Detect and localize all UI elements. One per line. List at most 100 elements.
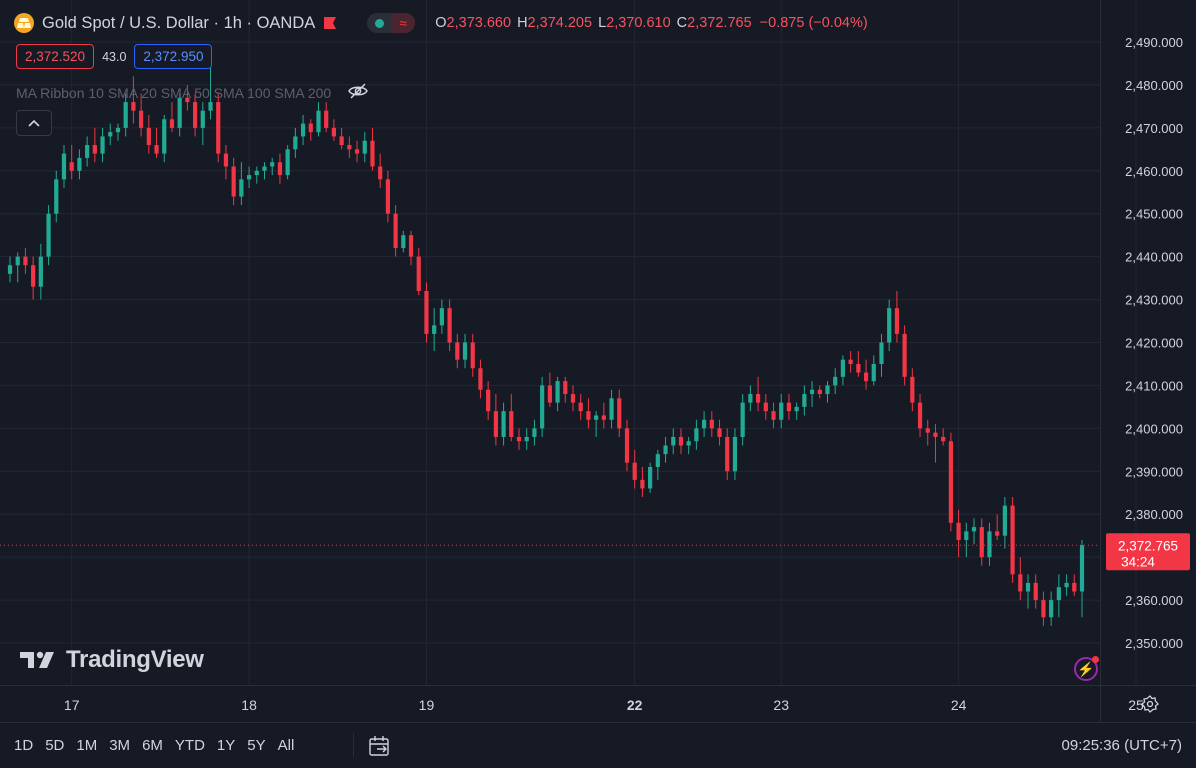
range-1y[interactable]: 1Y — [216, 737, 236, 754]
candle-down — [509, 394, 514, 442]
candle-body — [563, 381, 568, 395]
candle-body — [987, 531, 992, 558]
range-6m[interactable]: 6M — [142, 737, 163, 754]
candle-down — [617, 389, 622, 437]
candle-down — [69, 145, 74, 180]
candle-body — [378, 166, 383, 180]
candle-up — [671, 428, 676, 455]
candle-body — [740, 402, 745, 437]
candle-body — [948, 441, 953, 523]
candle-up — [100, 127, 105, 163]
candle-body — [840, 359, 846, 377]
range-3m[interactable]: 3M — [109, 737, 131, 754]
candle-down — [92, 127, 97, 163]
candle-body — [455, 342, 460, 360]
clock-timezone[interactable]: 09:25:36 (UTC+7) — [1061, 737, 1182, 754]
candle-up — [362, 132, 367, 163]
candle-up — [879, 333, 884, 377]
candle-body — [347, 145, 352, 150]
candle-down — [956, 509, 961, 558]
sell-price-button[interactable]: 2,372.520 — [16, 44, 95, 69]
candle-body — [1079, 545, 1085, 592]
candle-up — [177, 93, 182, 137]
candle-down — [447, 299, 452, 352]
candle-body — [46, 213, 51, 257]
candle-down — [678, 428, 684, 455]
candle-body — [833, 376, 838, 386]
candle-down — [933, 424, 938, 463]
symbol-title[interactable]: Gold Spot / U.S. Dollar · 1h · OANDA — [42, 13, 316, 32]
candle-down — [586, 398, 591, 429]
candle-body — [462, 342, 468, 360]
y-tick-label: 2,380.000 — [1125, 507, 1183, 522]
collapse-legend-button[interactable] — [16, 110, 52, 136]
candle-body — [54, 179, 59, 214]
candle-body — [408, 235, 414, 257]
candle-body — [1049, 600, 1054, 618]
calendar-goto-icon[interactable] — [368, 735, 392, 757]
candle-body — [802, 394, 807, 407]
candle-body — [594, 415, 599, 420]
candle-up — [732, 428, 738, 480]
candlestick-chart[interactable]: 2,350.0002,360.0002,370.0002,380.0002,39… — [0, 0, 1196, 722]
range-5y[interactable]: 5Y — [247, 737, 266, 754]
flag-icon[interactable] — [323, 16, 337, 30]
candle-down — [910, 368, 915, 412]
market-status-toggle[interactable]: ≈ — [367, 13, 416, 33]
candle-body — [894, 308, 900, 334]
candle-down — [948, 432, 953, 532]
candle-body — [339, 136, 344, 146]
y-tick-label: 2,400.000 — [1125, 421, 1183, 436]
candle-down — [755, 376, 761, 412]
candle-up — [1025, 574, 1031, 609]
gold-coin-icon — [14, 13, 34, 33]
candle-body — [971, 527, 977, 532]
candle-body — [547, 385, 552, 403]
candle-down — [1033, 574, 1038, 609]
range-ytd[interactable]: YTD — [174, 737, 205, 754]
candle-down — [941, 428, 946, 446]
candle-body — [995, 531, 1000, 536]
range-1m[interactable]: 1M — [76, 737, 98, 754]
candle-down — [277, 153, 283, 184]
buy-price-button[interactable]: 2,372.950 — [134, 44, 213, 69]
tradingview-watermark: TradingView — [20, 646, 204, 674]
wave-icon: ≈ — [391, 13, 416, 33]
indicator-title: MA Ribbon 10 SMA 20 SMA 50 SMA 100 SMA 2… — [16, 84, 332, 101]
candle-up — [1056, 574, 1061, 618]
range-1d[interactable]: 1D — [14, 737, 34, 754]
candle-body — [964, 531, 969, 540]
candle-up — [802, 385, 807, 416]
candle-body — [516, 436, 522, 442]
gear-icon[interactable] — [1140, 694, 1160, 714]
candle-body — [293, 136, 298, 150]
candle-body — [555, 381, 560, 403]
candle-body — [694, 428, 699, 442]
y-tick-label: 2,430.000 — [1125, 293, 1183, 308]
candle-up — [964, 522, 969, 558]
y-tick-label: 2,480.000 — [1125, 78, 1183, 93]
candle-down — [470, 333, 475, 377]
range-all[interactable]: All — [277, 737, 295, 754]
eye-crossed-icon[interactable] — [347, 83, 369, 102]
candle-down — [817, 385, 822, 399]
y-tick-label: 2,460.000 — [1125, 164, 1183, 179]
bolt-icon[interactable]: ⚡ — [1074, 656, 1099, 681]
last-price-value: 2,372.765 — [1118, 538, 1178, 553]
candle-up — [108, 123, 113, 146]
candle-body — [139, 110, 144, 128]
candle-body — [169, 119, 175, 128]
candle-body — [108, 132, 113, 137]
candle-body — [709, 419, 714, 429]
candle-up — [285, 145, 290, 180]
candle-body — [177, 97, 182, 128]
candle-body — [617, 398, 622, 429]
candle-body — [794, 406, 799, 412]
candle-up — [293, 127, 298, 158]
candle-body — [131, 102, 136, 111]
chart-header: Gold Spot / U.S. Dollar · 1h · OANDA ≈ O… — [14, 12, 868, 34]
range-5d[interactable]: 5D — [45, 737, 65, 754]
candle-up — [1049, 591, 1054, 626]
indicator-legend[interactable]: MA Ribbon 10 SMA 20 SMA 50 SMA 100 SMA 2… — [16, 83, 369, 102]
candle-body — [262, 166, 267, 171]
